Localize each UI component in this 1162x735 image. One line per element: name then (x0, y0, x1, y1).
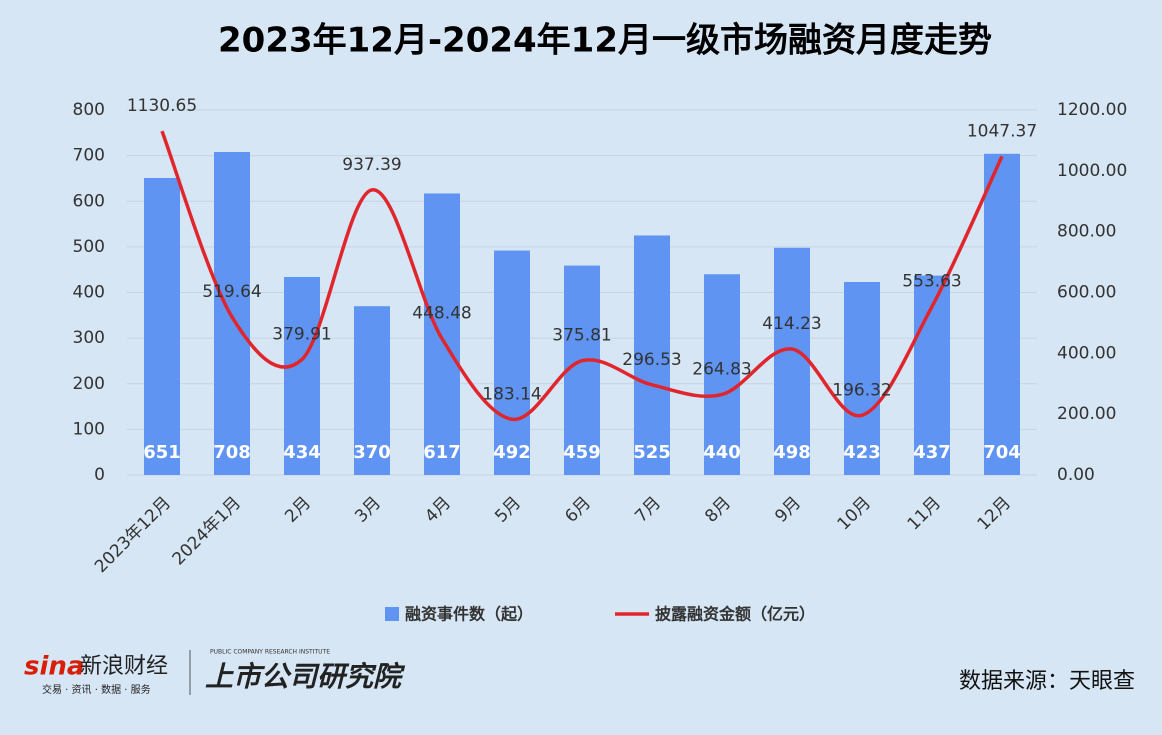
line-value-label: 448.48 (412, 304, 471, 324)
bar (704, 274, 740, 475)
bar-value-label: 437 (913, 442, 951, 463)
y2-tick-label: 400.00 (1057, 343, 1116, 363)
y2-tick-label: 0.00 (1057, 465, 1095, 485)
y-tick-label: 700 (73, 146, 105, 166)
y-tick-label: 100 (73, 419, 105, 439)
sina-mark: sina (24, 652, 84, 682)
bar (774, 247, 810, 475)
line-value-label: 296.53 (622, 350, 681, 370)
legend-item: 融资事件数（起） (385, 605, 533, 624)
legend-label: 融资事件数（起） (405, 605, 533, 624)
line-value-label: 264.83 (692, 359, 751, 379)
legend-swatch (385, 607, 399, 621)
brand: 新浪财经 (80, 654, 168, 679)
bar-value-label: 708 (213, 442, 251, 463)
line-value-label: 1047.37 (967, 121, 1037, 141)
bar (284, 276, 320, 475)
line-value-label: 375.81 (552, 326, 611, 346)
y-tick-label: 800 (73, 100, 105, 120)
bar-value-label: 440 (703, 442, 741, 463)
bar-value-label: 492 (493, 442, 531, 463)
bar-value-label: 651 (143, 442, 181, 463)
y2-tick-label: 200.00 (1057, 404, 1116, 424)
y2-tick-label: 600.00 (1057, 283, 1116, 303)
y-tick-label: 500 (73, 237, 105, 257)
y-tick-label: 600 (73, 191, 105, 211)
bar (634, 235, 670, 475)
y2-tick-label: 1000.00 (1057, 161, 1127, 181)
institute-en: PUBLIC COMPANY RESEARCH INSTITUTE (210, 649, 330, 656)
line-value-label: 1130.65 (127, 96, 197, 116)
bar-value-label: 370 (353, 442, 391, 463)
bar (214, 151, 250, 475)
bar (424, 193, 460, 475)
y-tick-label: 0 (94, 465, 105, 485)
line (160, 130, 1004, 422)
bar (354, 306, 390, 475)
line-value-label: 183.14 (482, 384, 541, 404)
legend-item: 披露融资金额（亿元） (615, 605, 815, 624)
brand-tagline: 交易 · 资讯 · 数据 · 服务 (42, 683, 151, 696)
y-tick-label: 200 (73, 374, 105, 394)
y2-tick-label: 800.00 (1057, 222, 1116, 242)
bar (984, 153, 1020, 476)
line-value-label: 414.23 (762, 314, 821, 334)
bar (844, 282, 880, 475)
y2-tick-label: 1200.00 (1057, 100, 1127, 120)
bar-value-label: 434 (283, 442, 321, 463)
y-tick-label: 400 (73, 283, 105, 303)
brand-logo: sina 新浪财经 交易 · 资讯 · 数据 · 服务 PUBLIC COMPA… (24, 649, 406, 697)
bar-value-label: 498 (773, 442, 811, 463)
line-value-label: 519.64 (202, 282, 261, 302)
bar-value-label: 525 (633, 442, 671, 463)
bar (564, 265, 600, 475)
line-value-label: 553.63 (902, 272, 961, 292)
bar-value-label: 423 (843, 442, 881, 463)
bar (144, 177, 180, 475)
y-tick-label: 300 (73, 328, 105, 348)
bar-value-label: 704 (983, 442, 1021, 463)
legend-label: 披露融资金额（亿元） (655, 605, 815, 624)
line-value-label: 937.39 (342, 155, 401, 175)
bar-value-label: 617 (423, 442, 461, 463)
line-value-label: 379.91 (272, 324, 331, 344)
line-value-label: 196.32 (832, 380, 891, 400)
chart-title: 2023年12月-2024年12月一级市场融资月度走势 (218, 21, 992, 61)
bar (494, 250, 530, 475)
source: 数据来源：天眼查 (959, 669, 1135, 694)
bar-value-label: 459 (563, 442, 601, 463)
institute: 上市公司研究院 (205, 660, 406, 693)
